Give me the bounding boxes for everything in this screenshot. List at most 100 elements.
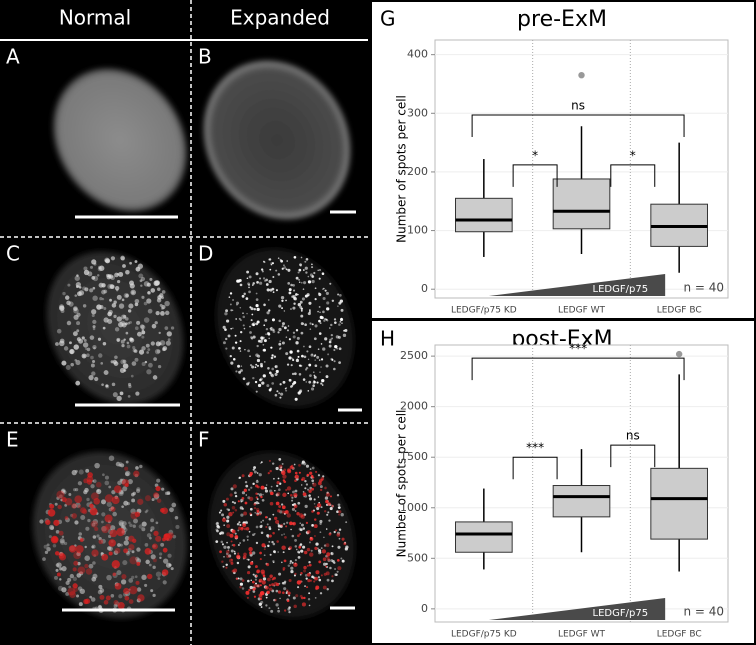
y-tick-label: 1500	[400, 450, 428, 463]
panel-letter: D	[198, 242, 213, 266]
speckle	[274, 365, 278, 369]
speckle	[317, 511, 320, 515]
speckle	[101, 525, 109, 534]
speckle	[113, 603, 118, 608]
speckle	[136, 331, 142, 337]
speckle	[72, 567, 77, 572]
speckle	[107, 311, 113, 317]
speckle	[84, 563, 89, 569]
speckle	[246, 571, 251, 575]
significance-bracket	[610, 444, 656, 468]
y-axis-label: Number of spots per cell	[395, 410, 409, 558]
speckle	[332, 559, 335, 563]
speckle	[77, 566, 86, 575]
speckle	[146, 573, 153, 580]
speckle	[234, 508, 238, 512]
speckle	[309, 536, 314, 541]
speckle	[269, 469, 272, 473]
speckle	[281, 307, 283, 310]
speckle	[234, 532, 237, 535]
speckle	[309, 552, 314, 557]
speckle	[311, 487, 315, 491]
speckle	[305, 257, 309, 261]
speckle	[91, 371, 96, 376]
speckle	[273, 355, 277, 358]
speckle	[234, 494, 238, 498]
speckle	[235, 577, 239, 580]
speckle	[255, 292, 258, 295]
speckle	[281, 510, 285, 514]
speckle	[253, 506, 257, 510]
wedge-label: LEDGF/p75	[593, 608, 649, 619]
speckle	[267, 577, 271, 582]
speckle	[85, 568, 93, 575]
speckle	[290, 464, 294, 468]
speckle	[321, 379, 325, 383]
speckle	[231, 529, 236, 534]
speckle	[257, 597, 261, 601]
speckle	[298, 513, 304, 518]
speckle	[317, 549, 322, 553]
speckle	[149, 277, 153, 281]
speckle	[54, 502, 58, 506]
speckle	[236, 279, 240, 283]
speckle	[101, 525, 107, 532]
speckle	[83, 266, 88, 271]
speckle	[134, 326, 139, 331]
speckle	[266, 288, 270, 292]
speckle	[319, 592, 323, 595]
speckle	[232, 543, 236, 547]
speckle	[264, 516, 268, 519]
speckle	[235, 318, 237, 320]
speckle	[243, 488, 248, 492]
significance-bracket	[471, 114, 685, 138]
speckle	[121, 524, 125, 529]
speckle	[268, 540, 271, 543]
speckle	[266, 590, 270, 595]
speckle	[61, 360, 67, 366]
speckle	[89, 288, 94, 293]
speckle	[322, 585, 327, 590]
speckle	[295, 548, 298, 551]
speckle	[319, 522, 322, 525]
speckle	[123, 314, 127, 319]
speckle	[323, 536, 325, 539]
speckle	[304, 487, 307, 490]
speckle	[339, 320, 342, 323]
speckle	[73, 560, 79, 566]
speckle	[320, 382, 323, 385]
speckle	[171, 502, 177, 508]
speckle	[159, 556, 162, 560]
speckle	[313, 535, 316, 538]
speckle	[256, 584, 260, 588]
speckle	[326, 552, 331, 557]
speckle	[309, 579, 313, 582]
speckle	[240, 500, 243, 503]
speckle	[86, 353, 90, 358]
x-tick-label: LEDGF/p75 KD	[451, 630, 517, 640]
speckle	[341, 537, 345, 541]
speckle	[72, 503, 77, 509]
speckle	[170, 326, 175, 330]
speckle	[91, 576, 97, 582]
speckle	[261, 543, 266, 548]
panel-letter: F	[198, 428, 210, 452]
speckle	[122, 560, 128, 566]
speckle	[275, 589, 279, 593]
speckle	[274, 598, 277, 602]
speckle	[300, 256, 303, 259]
speckle	[117, 543, 121, 547]
speckle	[309, 374, 312, 377]
speckle	[260, 531, 264, 535]
speckle	[154, 321, 158, 325]
speckle	[91, 313, 95, 318]
speckle	[324, 289, 327, 292]
speckle	[303, 550, 308, 555]
speckle	[87, 518, 91, 523]
speckle	[73, 307, 78, 311]
speckle	[262, 574, 266, 578]
speckle	[300, 571, 303, 575]
speckle	[236, 554, 241, 559]
speckle	[141, 335, 145, 339]
speckle	[94, 376, 99, 382]
